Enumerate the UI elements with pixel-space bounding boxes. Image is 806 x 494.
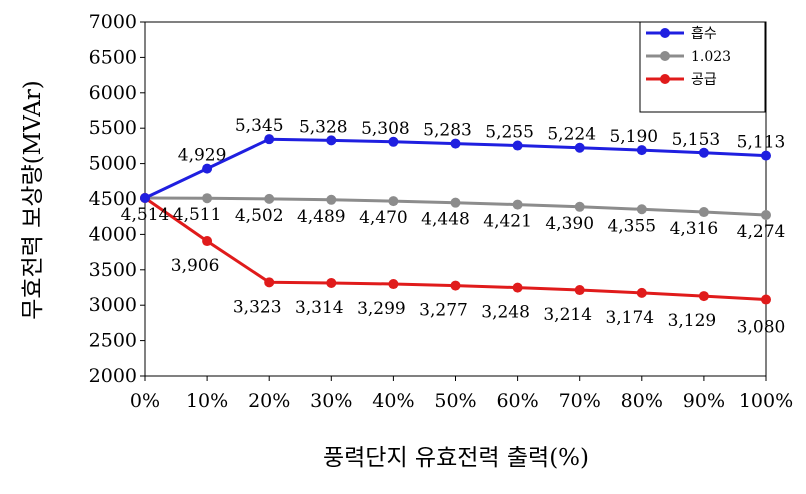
x-tick-label: 10% (186, 390, 228, 412)
y-tick-label: 5000 (89, 153, 137, 175)
data-label: 4,421 (483, 212, 532, 232)
data-point-0 (326, 135, 337, 146)
x-tick-label: 100% (739, 390, 793, 412)
x-axis-title: 풍력단지 유효전력 출력(%) (323, 445, 589, 471)
y-tick-label: 2500 (89, 330, 137, 352)
data-point-0 (761, 150, 771, 161)
data-point-1 (698, 207, 709, 218)
data-point-1 (574, 201, 585, 212)
x-tick-label: 60% (496, 390, 538, 412)
data-label: 5,283 (423, 121, 472, 141)
data-point-2 (574, 285, 585, 296)
legend-label: 공급 (691, 72, 717, 88)
data-label: 5,190 (609, 127, 658, 147)
data-label: 3,174 (605, 308, 654, 328)
legend-swatch-marker (660, 28, 670, 38)
data-point-0 (636, 145, 647, 156)
data-point-2 (636, 287, 647, 298)
data-point-0 (450, 138, 461, 149)
data-labels: 4,929 5,345 5,328 5,308 5,283 5,255 5,224 5,190… (121, 116, 786, 337)
legend: 흡수 1.023 공급 (639, 21, 766, 113)
y-tick-label: 7000 (89, 11, 137, 33)
y-tick-label: 4000 (89, 223, 137, 245)
legend-box (639, 21, 766, 113)
data-label: 3,248 (481, 303, 530, 323)
y-axis-title: 무효전력 보상량(MVAr) (20, 80, 46, 320)
data-label: 4,511 (173, 205, 222, 225)
data-point-0 (264, 134, 275, 145)
data-label: 3,080 (737, 318, 786, 338)
data-label: 5,345 (235, 116, 284, 136)
legend-swatch-marker (660, 51, 670, 61)
data-point-2 (264, 277, 275, 288)
data-point-1 (264, 193, 275, 204)
y-tick-label: 3500 (89, 259, 137, 281)
data-label: 5,153 (672, 130, 721, 150)
data-point-0 (140, 193, 150, 204)
data-label: 4,470 (359, 208, 408, 228)
data-point-0 (574, 142, 585, 153)
data-label: 4,489 (297, 207, 346, 227)
data-label: 4,390 (545, 214, 594, 234)
data-point-1 (326, 194, 337, 205)
legend-label: 1.023 (691, 49, 731, 65)
data-label: 4,514 (121, 205, 170, 225)
data-label: 5,255 (485, 123, 534, 143)
x-tick-label: 30% (310, 390, 352, 412)
data-label: 3,129 (668, 311, 717, 331)
data-point-2 (326, 277, 337, 288)
data-point-2 (698, 291, 709, 302)
data-label: 4,502 (235, 206, 284, 226)
y-tick-label: 4500 (89, 188, 137, 210)
data-point-0 (388, 136, 399, 147)
data-point-1 (388, 196, 399, 207)
y-tick-label: 2000 (89, 365, 137, 387)
data-point-0 (512, 140, 523, 151)
x-tick-label: 80% (621, 390, 663, 412)
data-label: 3,323 (233, 297, 282, 317)
data-label: 3,299 (357, 299, 406, 319)
data-point-2 (388, 279, 399, 290)
data-point-1 (202, 193, 213, 204)
data-label: 4,448 (421, 210, 470, 230)
y-tick-label: 6000 (89, 82, 137, 104)
data-label: 3,314 (295, 298, 344, 318)
axes: 2000 2500 3000 3500 4000 4500 5000 5500 6000 6500… (89, 11, 794, 412)
x-tick-label: 40% (372, 390, 414, 412)
data-point-0 (202, 163, 213, 174)
legend-swatch-marker (660, 74, 670, 84)
data-point-2 (450, 280, 461, 291)
data-point-2 (761, 294, 771, 305)
data-label: 4,355 (607, 216, 656, 236)
data-label: 5,308 (361, 119, 410, 139)
data-label: 4,316 (670, 219, 719, 239)
data-label: 4,929 (178, 146, 227, 166)
data-label: 4,274 (737, 222, 786, 242)
series-lines (140, 134, 771, 305)
y-tick-label: 3000 (89, 294, 137, 316)
data-point-0 (698, 147, 709, 158)
data-label: 3,906 (171, 256, 220, 276)
data-point-1 (636, 204, 647, 215)
data-point-2 (202, 236, 213, 247)
x-tick-label: 70% (559, 390, 601, 412)
data-point-1 (761, 210, 771, 221)
data-point-2 (512, 282, 523, 293)
data-label: 3,277 (419, 301, 468, 321)
x-tick-label: 50% (434, 390, 476, 412)
x-tick-label: 90% (683, 390, 725, 412)
x-tick-label: 20% (248, 390, 290, 412)
x-tick-label: 0% (130, 390, 160, 412)
y-tick-label: 5500 (89, 117, 137, 139)
data-label: 5,224 (547, 125, 596, 145)
data-point-1 (512, 199, 523, 210)
data-label: 3,214 (543, 305, 592, 325)
data-label: 5,328 (299, 117, 348, 137)
data-label: 5,113 (737, 133, 786, 153)
y-tick-label: 6500 (89, 46, 137, 68)
legend-label: 흡수 (691, 26, 717, 42)
data-point-1 (450, 197, 461, 208)
